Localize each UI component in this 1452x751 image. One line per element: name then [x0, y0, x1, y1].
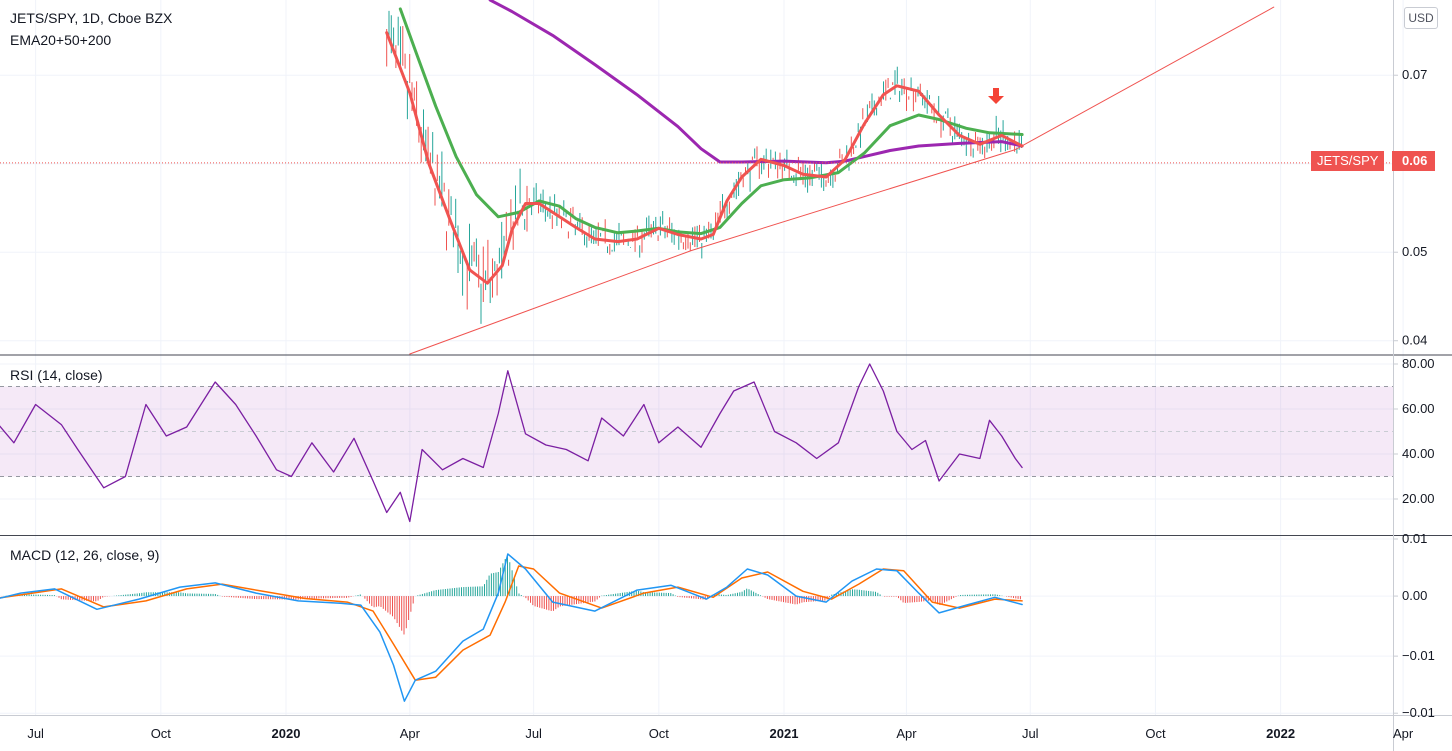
x-tick-label: 2021	[770, 726, 799, 741]
x-tick-label: 2022	[1266, 726, 1295, 741]
last-price-tag: 0.06	[1392, 151, 1436, 171]
series-lines	[0, 0, 1275, 702]
grid-lines	[0, 0, 1404, 715]
macd-tick-label: 0.01	[1402, 531, 1427, 546]
rsi-band	[0, 386, 1393, 477]
symbol-price-tag: JETS/SPY	[1311, 151, 1385, 171]
x-tick-label: Apr	[1393, 726, 1414, 741]
rsi-legend: RSI (14, close)	[10, 367, 103, 383]
macd-legend: MACD (12, 26, close, 9)	[10, 547, 160, 563]
x-tick-label: Apr	[400, 726, 421, 741]
trendline	[409, 6, 1275, 355]
price-tick-label: 0.04	[1402, 333, 1427, 348]
currency-button[interactable]: USD	[1404, 7, 1438, 29]
price-tick-label: 0.05	[1402, 244, 1427, 259]
rsi-tick-label: 20.00	[1402, 491, 1435, 506]
x-tick-label: Apr	[896, 726, 917, 741]
ema50-line	[398, 7, 1024, 236]
rsi-tick-label: 40.00	[1402, 446, 1435, 461]
signal-line	[0, 565, 1023, 681]
down-arrow-icon	[988, 88, 1004, 104]
macd-line	[0, 553, 1023, 702]
ema20-line	[385, 31, 1024, 285]
chart-title: JETS/SPY, 1D, Cboe BZX	[10, 10, 173, 26]
x-axis-ticks: Jul Oct 2020 Apr Jul Oct 2021 Apr Jul Oct 2022 Apr	[27, 726, 1414, 741]
price-candles	[386, 10, 1022, 324]
x-tick-label: Jul	[1022, 726, 1039, 741]
x-tick-label: Jul	[27, 726, 44, 741]
x-tick-label: Oct	[649, 726, 670, 741]
y-axis-ticks: 0.07 0.05 0.04 80.00 60.00 40.00 20.00 0.01 0.00…	[1393, 67, 1435, 720]
macd-tick-label: −0.01	[1402, 705, 1435, 720]
rsi-tick-label: 80.00	[1402, 356, 1435, 371]
indicator-legend: EMA20+50+200	[10, 32, 112, 48]
rsi-tick-label: 60.00	[1402, 401, 1435, 416]
rsi-line	[0, 363, 1023, 523]
x-tick-label: 2020	[272, 726, 301, 741]
price-tick-label: 0.07	[1402, 67, 1427, 82]
macd-tick-label: −0.01	[1402, 648, 1435, 663]
x-tick-label: Oct	[151, 726, 172, 741]
x-tick-label: Oct	[1145, 726, 1166, 741]
macd-tick-label: 0.00	[1402, 588, 1427, 603]
x-tick-label: Jul	[525, 726, 542, 741]
ema200-line	[488, 0, 1024, 165]
macd-histogram	[0, 555, 1021, 635]
